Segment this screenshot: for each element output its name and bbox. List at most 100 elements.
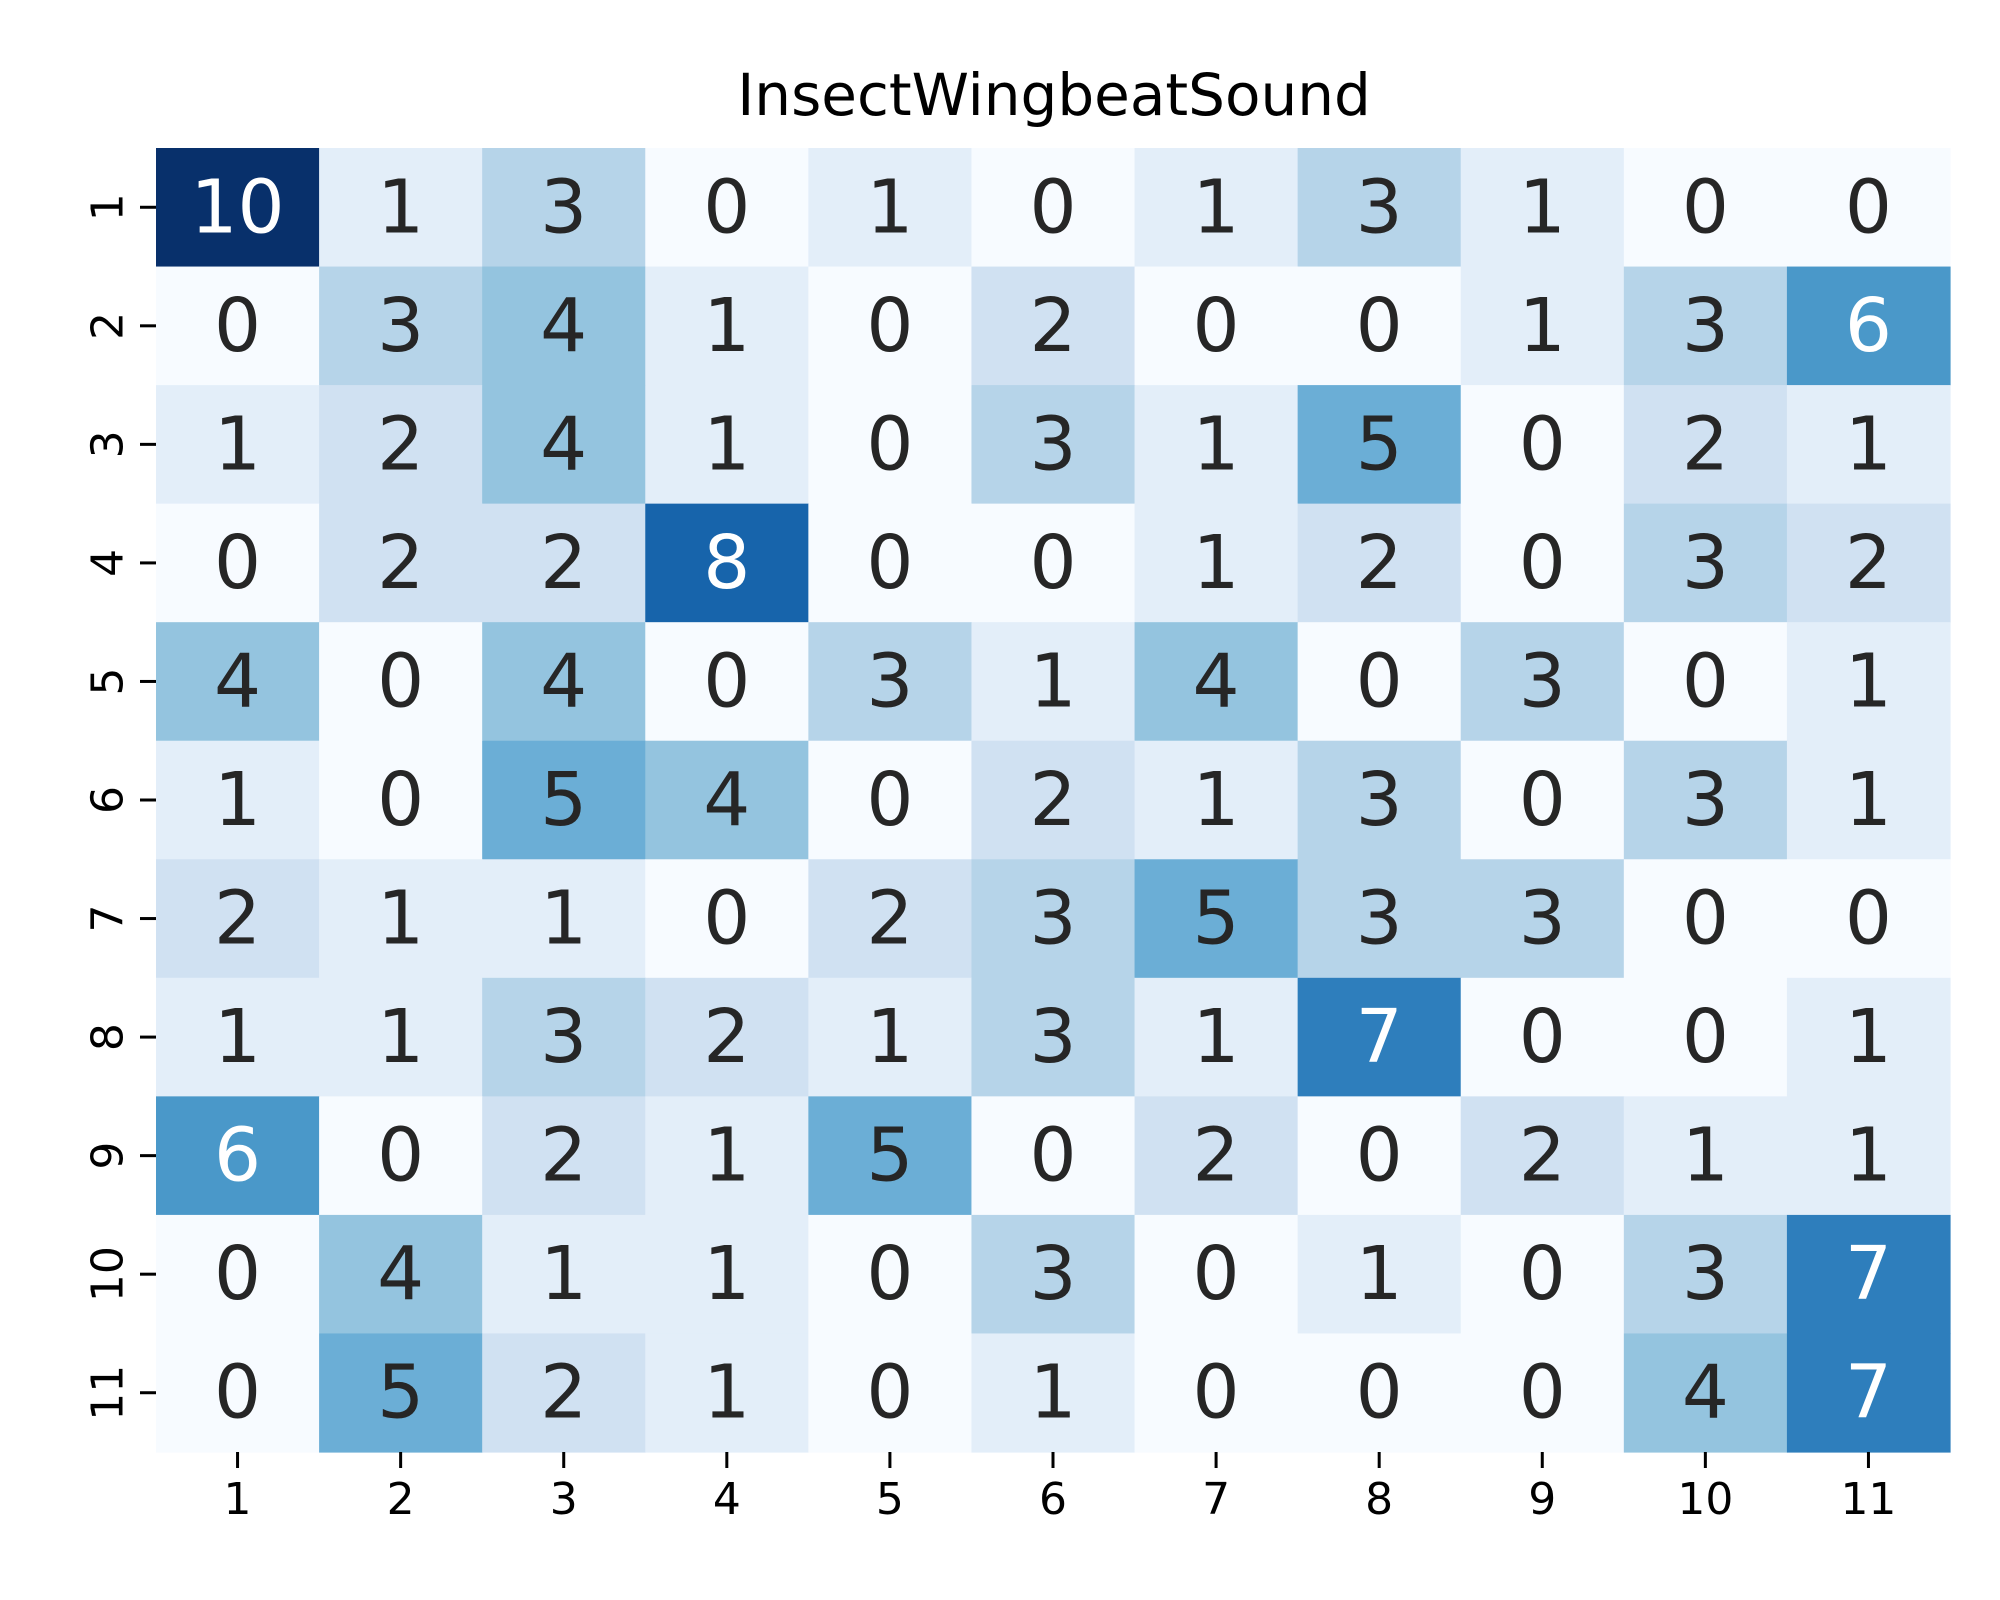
heatmap-cell-r10-c3 [482, 1214, 646, 1335]
heatmap-cell-r5-c7 [1134, 622, 1299, 742]
x-tick-label-11: 11 [1840, 1474, 1896, 1525]
heatmap-cell-r11-c4 [645, 1333, 809, 1453]
y-tick-label-4: 4 [83, 549, 134, 577]
heatmap-cell-r3-c4 [645, 385, 809, 505]
cell-value-r10-c11: 7 [1845, 1231, 1892, 1317]
cell-value-r9-c4: 1 [703, 1113, 750, 1199]
cell-value-r5-c10: 0 [1682, 638, 1729, 724]
heatmap-cell-r6-c1 [156, 740, 320, 860]
heatmap-cell-r6-c5 [808, 740, 973, 860]
y-tick-label-3: 3 [83, 430, 134, 458]
heatmap-cell-r9-c6 [971, 1096, 1136, 1216]
x-axis: 1 2 3 4 5 6 7 8 9 10 11 [224, 1452, 1896, 1525]
cell-value-r1-c10: 0 [1682, 164, 1729, 250]
heatmap-cell-r1-c8 [1297, 148, 1462, 268]
heatmap-cell-r11-c8 [1297, 1333, 1462, 1453]
heatmap-cell-r9-c3 [482, 1096, 646, 1216]
cell-value-r2-c7: 0 [1193, 283, 1240, 369]
heatmap-cell-r4-c2 [319, 503, 483, 623]
cell-value-r4-c9: 0 [1519, 520, 1566, 606]
cell-value-r8-c6: 3 [1029, 994, 1076, 1080]
heatmap-cell-r3-c1 [156, 385, 320, 505]
cell-value-r6-c3: 5 [540, 757, 587, 843]
heatmap-cell-r11-c5 [808, 1333, 973, 1453]
heatmap-cell-r5-c10 [1623, 622, 1788, 742]
heatmap-cell-r5-c8 [1297, 622, 1462, 742]
y-tick-label-9: 9 [83, 1142, 134, 1170]
heatmap-cell-r7-c10 [1623, 859, 1788, 979]
x-tick-label-8: 8 [1365, 1474, 1393, 1525]
heatmap-cell-r7-c5 [808, 859, 973, 979]
heatmap-cell-r1-c11 [1786, 148, 1951, 268]
heatmap-cell-r9-c9 [1460, 1096, 1625, 1216]
heatmap-cell-r7-c9 [1460, 859, 1625, 979]
cell-value-r1-c11: 0 [1845, 164, 1892, 250]
cell-value-r6-c1: 1 [214, 757, 261, 843]
heatmap-cell-r8-c8 [1297, 977, 1462, 1097]
cell-value-r11-c1: 0 [214, 1350, 261, 1436]
cell-value-r8-c10: 0 [1682, 994, 1729, 1080]
cell-value-r9-c2: 0 [377, 1113, 424, 1199]
heatmap-cells [156, 148, 1951, 1453]
heatmap-cell-r8-c3 [482, 977, 646, 1097]
heatmap-cell-r8-c9 [1460, 977, 1625, 1097]
cell-value-r2-c1: 0 [214, 283, 261, 369]
heatmap-cell-r4-c10 [1623, 503, 1788, 623]
heatmap-cell-r7-c6 [971, 859, 1136, 979]
cell-value-r5-c11: 1 [1845, 638, 1892, 724]
cell-annotations: 10 1 3 0 1 0 1 3 1 0 00 3 4 1 0 2 0 0 1 3 61 2 4 1 0 3 1 5 0 2 10 2 2 8 0 0… [190, 164, 1892, 1435]
heatmap-cell-r10-c8 [1297, 1214, 1462, 1335]
cell-value-r5-c1: 4 [214, 638, 261, 724]
cell-value-r7-c8: 3 [1356, 876, 1403, 962]
cell-value-r10-c4: 1 [703, 1231, 750, 1317]
y-tick-label-11: 11 [83, 1365, 134, 1421]
y-tick-label-10: 10 [83, 1246, 134, 1302]
cell-value-r10-c7: 0 [1193, 1231, 1240, 1317]
cell-value-r4-c7: 1 [1193, 520, 1240, 606]
heatmap-cell-r2-c2 [319, 266, 483, 386]
heatmap-cell-r8-c4 [645, 977, 809, 1097]
heatmap-cell-r4-c4 [645, 503, 809, 623]
cell-value-r8-c11: 1 [1845, 994, 1892, 1080]
x-tick-label-9: 9 [1528, 1474, 1556, 1525]
chart-title: InsectWingbeatSound [737, 61, 1371, 129]
heatmap-cell-r1-c7 [1134, 148, 1299, 268]
x-tick-label-10: 10 [1677, 1474, 1733, 1525]
heatmap-cell-r8-c5 [808, 977, 973, 1097]
cell-value-r3-c2: 2 [377, 401, 424, 487]
heatmap-cell-r11-c7 [1134, 1333, 1299, 1453]
heatmap-cell-r5-c2 [319, 622, 483, 742]
heatmap-cell-r5-c9 [1460, 622, 1625, 742]
cell-value-r11-c2: 5 [377, 1350, 424, 1436]
cell-value-r4-c4: 8 [703, 520, 750, 606]
heatmap-cell-r6-c10 [1623, 740, 1788, 860]
heatmap-cell-r7-c3 [482, 859, 646, 979]
heatmap-cell-r5-c4 [645, 622, 809, 742]
cell-value-r4-c11: 2 [1845, 520, 1892, 606]
cell-value-r4-c6: 0 [1029, 520, 1076, 606]
heatmap-cell-r10-c1 [156, 1214, 320, 1335]
cell-value-r3-c6: 3 [1029, 401, 1076, 487]
heatmap-cell-r7-c7 [1134, 859, 1299, 979]
heatmap-cell-r5-c6 [971, 622, 1136, 742]
cell-value-r1-c8: 3 [1356, 164, 1403, 250]
heatmap-cell-r1-c9 [1460, 148, 1625, 268]
heatmap-cell-r8-c6 [971, 977, 1136, 1097]
cell-value-r10-c1: 0 [214, 1231, 261, 1317]
cell-value-r9-c1: 6 [214, 1113, 261, 1199]
heatmap-cell-r4-c9 [1460, 503, 1625, 623]
cell-value-r1-c9: 1 [1519, 164, 1566, 250]
cell-value-r8-c5: 1 [866, 994, 913, 1080]
cell-value-r5-c6: 1 [1029, 638, 1076, 724]
heatmap-cell-r1-c5 [808, 148, 973, 268]
x-tick-label-1: 1 [224, 1474, 252, 1525]
cell-value-r5-c4: 0 [703, 638, 750, 724]
cell-value-r7-c4: 0 [703, 876, 750, 962]
heatmap-cell-r11-c3 [482, 1333, 646, 1453]
cell-value-r5-c8: 0 [1356, 638, 1403, 724]
heatmap-cell-r5-c5 [808, 622, 973, 742]
cell-value-r4-c1: 0 [214, 520, 261, 606]
cell-value-r3-c3: 4 [540, 401, 587, 487]
cell-value-r4-c2: 2 [377, 520, 424, 606]
cell-value-r10-c3: 1 [540, 1231, 587, 1317]
